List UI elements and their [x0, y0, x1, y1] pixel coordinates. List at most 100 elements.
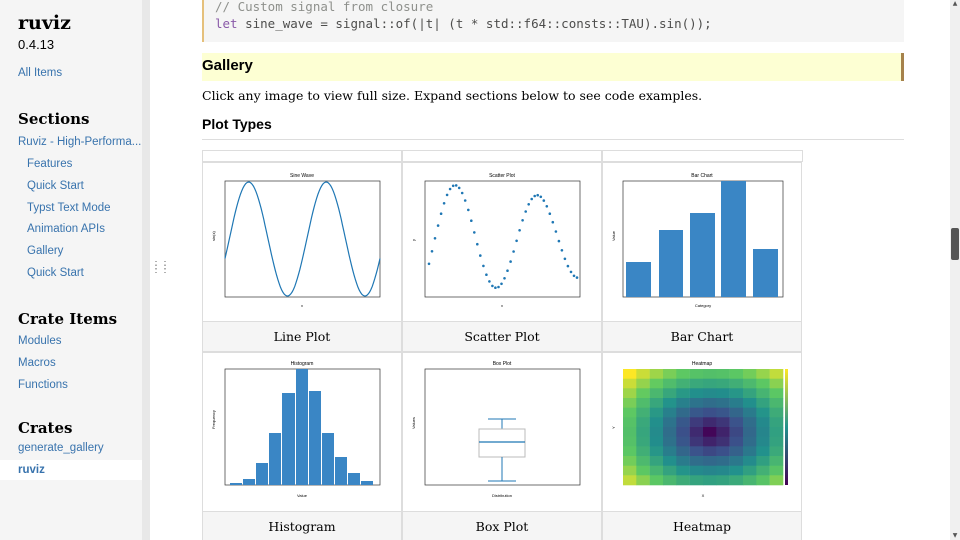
gallery-card-box-plot[interactable]: Box Plot Values Distribution Box Plot [402, 352, 602, 540]
scatter-point [463, 199, 467, 202]
grid-top-cell [202, 150, 402, 162]
heatmap-cell [743, 427, 757, 437]
heatmap-cell [769, 475, 784, 486]
heatmap-cell [743, 475, 757, 486]
card-caption[interactable]: Heatmap [603, 511, 801, 540]
gallery-card-scatter-plot[interactable]: Scatter Plot y x Scatter Plot [402, 162, 602, 352]
heatmap-cell [623, 388, 637, 399]
heatmap-cell [649, 465, 664, 476]
heatmap-cell [703, 475, 717, 486]
page-scrollbar-thumb[interactable] [951, 228, 959, 260]
crate-name[interactable]: ruviz [18, 12, 71, 34]
heatmap-cell [769, 407, 784, 418]
scatter-plot-thumbnail[interactable]: Scatter Plot y x [403, 163, 601, 321]
heatmap-cell [636, 398, 650, 408]
scatter-point [569, 270, 573, 274]
sidebar-item-functions[interactable]: Functions [18, 379, 68, 391]
heatmap-cell [756, 417, 770, 428]
card-caption[interactable]: Scatter Plot [403, 321, 601, 351]
y-axis-label: Value [611, 230, 616, 241]
heatmap-cell [729, 388, 744, 399]
scatter-point [488, 280, 491, 283]
heatmap-cell [689, 436, 704, 447]
sidebar-item-modules[interactable]: Modules [18, 335, 62, 347]
heatmap-cell [663, 427, 677, 437]
gallery-card-bar-chart[interactable]: Bar Chart Value Category Bar Chart [602, 162, 802, 352]
card-caption[interactable]: Bar Chart [603, 321, 801, 351]
code-block: // Custom signal from closure let sine_w… [202, 0, 904, 42]
sidebar-resize-bar[interactable] [142, 0, 150, 540]
heatmap-cell [729, 369, 744, 379]
heatmap-cell [756, 436, 770, 447]
heatmap-cell [663, 475, 677, 486]
card-caption[interactable]: Box Plot [403, 511, 601, 540]
all-items-link[interactable]: All Items [18, 67, 63, 79]
crates-heading: Crates [18, 419, 73, 437]
heatmap-cell [743, 369, 757, 379]
heatmap-cell [769, 456, 784, 466]
heatmap-cell [703, 398, 717, 408]
scatter-point [509, 260, 512, 263]
card-caption[interactable]: Histogram [203, 511, 401, 540]
box-plot-thumbnail[interactable]: Box Plot Values Distribution [403, 353, 601, 511]
heatmap-cell [676, 475, 690, 486]
sidebar-item-generate-gallery[interactable]: generate_gallery [18, 442, 104, 454]
heatmap-cell [623, 407, 637, 418]
histogram-thumbnail[interactable]: Histogram Frequency Value [203, 353, 401, 511]
heatmap-cell [663, 378, 677, 389]
heatmap-cell [703, 417, 717, 428]
bar [753, 249, 778, 297]
scatter-point [515, 239, 518, 243]
gallery-card-histogram[interactable]: Histogram Frequency Value [202, 352, 402, 540]
heatmap-cell [703, 378, 717, 389]
heatmap-cell [689, 398, 704, 408]
sidebar-item-macros[interactable]: Macros [18, 357, 56, 369]
card-caption[interactable]: Line Plot [203, 321, 401, 351]
grid-top-cell [402, 150, 602, 162]
scatter-point [470, 219, 473, 222]
scatter-point [500, 282, 503, 286]
sidebar-item-quick-start[interactable]: Quick Start [27, 180, 84, 192]
scatter-points [427, 184, 579, 289]
heatmap-cell [716, 417, 730, 428]
heatmap-cell [703, 388, 717, 399]
sidebar-item-features[interactable]: Features [27, 158, 73, 170]
scroll-up-arrow[interactable]: ▲ [952, 0, 958, 7]
heatmap-cell [663, 456, 677, 466]
heatmap-cell [689, 417, 704, 428]
heatmap-cell [756, 446, 770, 457]
heatmap-cell [769, 436, 784, 447]
thumbnail-title: Histogram [291, 361, 314, 367]
thumbnail-title: Heatmap [692, 361, 713, 367]
page-scrollbar[interactable] [950, 0, 960, 540]
heatmap-cell [689, 456, 704, 466]
sidebar-item-quick-start-2[interactable]: Quick Start [27, 267, 84, 279]
sidebar-item-animation-apis[interactable]: Animation APIs [27, 223, 105, 235]
heatmap-cell [636, 475, 650, 486]
scatter-point [560, 249, 564, 252]
scroll-down-arrow[interactable]: ▼ [952, 532, 958, 539]
y-axis-label: y [411, 239, 416, 241]
heatmap-cell [689, 407, 704, 418]
sidebar-item-ruviz[interactable]: ruviz [18, 464, 45, 476]
heatmap-cell [649, 436, 664, 447]
gallery-heading[interactable]: Gallery [202, 57, 253, 74]
heatmap-cell [703, 446, 717, 457]
heatmap-thumbnail[interactable]: Heatmap Y X [603, 353, 801, 511]
heatmap-cell [729, 417, 744, 428]
scatter-point [551, 220, 555, 224]
heatmap-cell [636, 378, 650, 389]
bar-chart-thumbnail[interactable]: Bar Chart Value Category [603, 163, 801, 321]
sidebar-item-gallery[interactable]: Gallery [27, 245, 64, 257]
line-plot-thumbnail[interactable]: Sine Wave sin(x) x [203, 163, 401, 321]
heatmap-cell [743, 446, 757, 457]
heatmap-cell [649, 456, 664, 466]
sidebar-item-ruviz-overview[interactable]: Ruviz - High-Performa... [18, 136, 142, 148]
gallery-card-heatmap[interactable]: Heatmap Y X Heatmap [602, 352, 802, 540]
sidebar-item-typst-text-mode[interactable]: Typst Text Mode [27, 202, 111, 214]
scatter-point [430, 250, 434, 253]
gallery-card-line-plot[interactable]: Sine Wave sin(x) x Line Plot [202, 162, 402, 352]
plot-types-heading[interactable]: Plot Types [202, 116, 272, 132]
heatmap-cell [716, 436, 730, 447]
scatter-point [482, 264, 485, 268]
